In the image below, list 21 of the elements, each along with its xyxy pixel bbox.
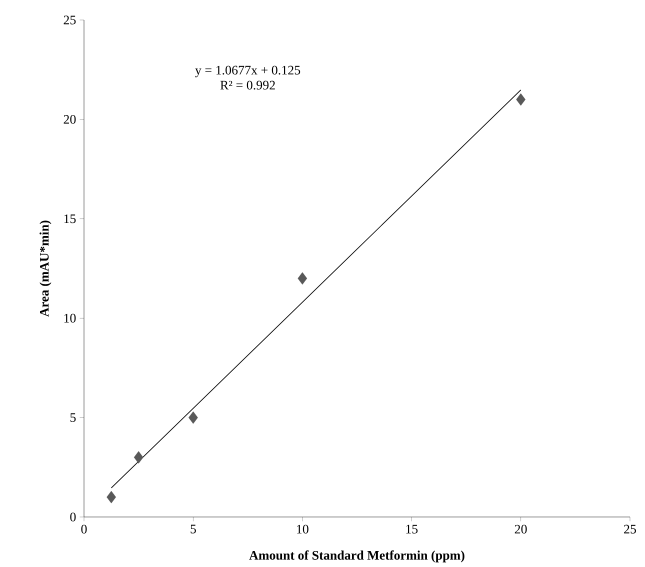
y-tick-label: 15 xyxy=(64,214,76,224)
x-tick-label: 0 xyxy=(81,524,87,534)
point xyxy=(188,411,198,424)
point xyxy=(134,451,144,464)
x-tick-label: 10 xyxy=(297,524,308,534)
point xyxy=(298,272,308,285)
y-axis-title: Area (mAU*min) xyxy=(40,220,52,317)
y-tick-label: 5 xyxy=(70,413,76,422)
y-tick-label: 10 xyxy=(64,314,76,323)
x-axis-title: Amount of Standard Metformin (ppm) xyxy=(249,550,464,562)
y-tick-label: 25 xyxy=(64,16,76,24)
annotation: y = 1.0677x + 0.125 xyxy=(195,66,300,78)
x-tick-label: 20 xyxy=(514,524,527,534)
x-tick-label: 25 xyxy=(624,524,636,534)
y-tick-label: 20 xyxy=(64,115,76,124)
x-tick-label: 15 xyxy=(406,524,418,534)
x-tick-label: 5 xyxy=(190,524,196,534)
y-tick-label: 0 xyxy=(70,512,76,522)
point xyxy=(516,93,526,106)
point xyxy=(106,490,116,504)
annotation: R² = 0.992 xyxy=(220,80,275,90)
